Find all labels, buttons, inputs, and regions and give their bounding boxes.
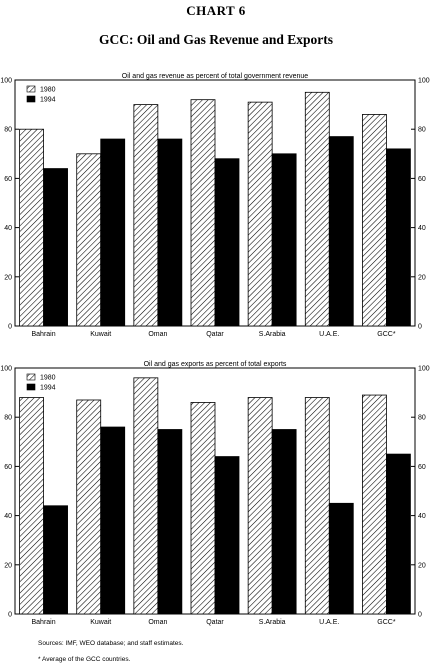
bar-1980-qatar xyxy=(190,99,216,327)
y-tick-label-left: 100 xyxy=(0,366,12,373)
y-tick-label-right: 0 xyxy=(418,612,422,619)
bar-1994-kuwait xyxy=(100,138,126,327)
y-tick-label-right: 80 xyxy=(418,127,426,134)
bar-1980-uae xyxy=(304,91,330,327)
y-tick-label-right: 80 xyxy=(418,415,426,422)
bar-1994-uae xyxy=(328,502,354,615)
panel-title: Oil and gas exports as percent of total … xyxy=(144,361,287,368)
x-tick-label: U.A.E. xyxy=(319,619,339,626)
x-tick-label: Qatar xyxy=(206,619,224,626)
y-tick-label-left: 100 xyxy=(0,78,12,85)
chart-title: GCC: Oil and Gas Revenue and Exports xyxy=(98,32,334,47)
legend-swatch-1980 xyxy=(26,373,36,381)
y-tick-label-right: 0 xyxy=(418,324,422,331)
legend-swatch-1980 xyxy=(26,85,36,93)
y-tick-label-right: 100 xyxy=(418,78,430,85)
bar-1980-kuwait xyxy=(76,153,102,327)
bar-1994-kuwait xyxy=(100,426,126,615)
bar-1980-gcc xyxy=(362,394,387,615)
bar-1994-oman xyxy=(157,138,183,327)
legend-label-1994: 1994 xyxy=(40,385,56,392)
y-tick-label-left: 40 xyxy=(4,513,12,520)
bar-1994-uae xyxy=(328,136,354,327)
legend-label-1980: 1980 xyxy=(40,375,56,382)
bar-1994-sarabia xyxy=(271,429,297,615)
legend-label-1980: 1980 xyxy=(40,87,56,94)
y-tick-label-left: 80 xyxy=(4,415,12,422)
y-tick-label-left: 20 xyxy=(4,562,12,569)
bar-1980-kuwait xyxy=(76,399,102,615)
chart-number: CHART 6 xyxy=(186,3,246,18)
y-tick-label-left: 0 xyxy=(8,612,12,619)
x-tick-label: S.Arabia xyxy=(259,619,286,626)
y-tick-label-left: 80 xyxy=(4,127,12,134)
y-tick-label-left: 40 xyxy=(4,225,12,232)
sources-note: Sources: IMF, WEO database; and staff es… xyxy=(38,640,184,647)
x-tick-label: Bahrain xyxy=(32,331,56,338)
bar-1994-bahrain xyxy=(43,168,68,327)
y-tick-label-left: 20 xyxy=(4,274,12,281)
bar-1980-sarabia xyxy=(247,101,273,327)
y-tick-label-left: 60 xyxy=(4,176,12,183)
y-tick-label-right: 20 xyxy=(418,274,426,281)
bar-1980-bahrain xyxy=(19,397,44,615)
x-tick-label: Bahrain xyxy=(32,619,56,626)
y-tick-label-right: 40 xyxy=(418,513,426,520)
bar-1994-oman xyxy=(157,429,183,615)
bar-1980-oman xyxy=(133,377,159,615)
y-tick-label-right: 60 xyxy=(418,464,426,471)
bar-1980-sarabia xyxy=(247,397,273,615)
y-tick-label-right: 20 xyxy=(418,562,426,569)
x-tick-label: GCC* xyxy=(377,619,396,626)
bar-1994-qatar xyxy=(214,158,240,327)
y-tick-label-left: 60 xyxy=(4,464,12,471)
bar-1980-qatar xyxy=(190,402,216,615)
exports-chart: 0 0 20 20 40 40 60 60 80 80 100 100 Oil and gas expo… xyxy=(0,361,430,626)
x-tick-label: Qatar xyxy=(206,331,224,338)
x-tick-label: S.Arabia xyxy=(259,331,286,338)
panel-title: Oil and gas revenue as percent of total … xyxy=(122,73,308,80)
legend-swatch-1994 xyxy=(26,95,36,103)
revenue-chart: 0 0 20 20 40 40 60 60 80 80 100 100 Oil and gas reve… xyxy=(0,73,430,338)
bar-1994-gcc xyxy=(386,453,411,615)
x-tick-label: Kuwait xyxy=(90,331,111,338)
legend-label-1994: 1994 xyxy=(40,97,56,104)
bar-1994-bahrain xyxy=(43,505,68,615)
legend-swatch-1994 xyxy=(26,383,36,391)
y-tick-label-right: 60 xyxy=(418,176,426,183)
x-tick-label: GCC* xyxy=(377,331,396,338)
x-tick-label: Kuwait xyxy=(90,619,111,626)
bar-1994-qatar xyxy=(214,456,240,615)
bar-1980-oman xyxy=(133,104,159,327)
average-footnote: * Average of the GCC countries. xyxy=(38,656,131,663)
y-tick-label-right: 100 xyxy=(418,366,430,373)
bar-1994-sarabia xyxy=(271,153,297,327)
bar-1980-bahrain xyxy=(19,128,44,327)
x-tick-label: Oman xyxy=(148,619,167,626)
bar-1980-uae xyxy=(304,397,330,615)
x-tick-label: U.A.E. xyxy=(319,331,339,338)
bar-1980-gcc xyxy=(362,114,387,327)
bar-1994-gcc xyxy=(386,148,411,327)
y-tick-label-right: 40 xyxy=(418,225,426,232)
x-tick-label: Oman xyxy=(148,331,167,338)
y-tick-label-left: 0 xyxy=(8,324,12,331)
